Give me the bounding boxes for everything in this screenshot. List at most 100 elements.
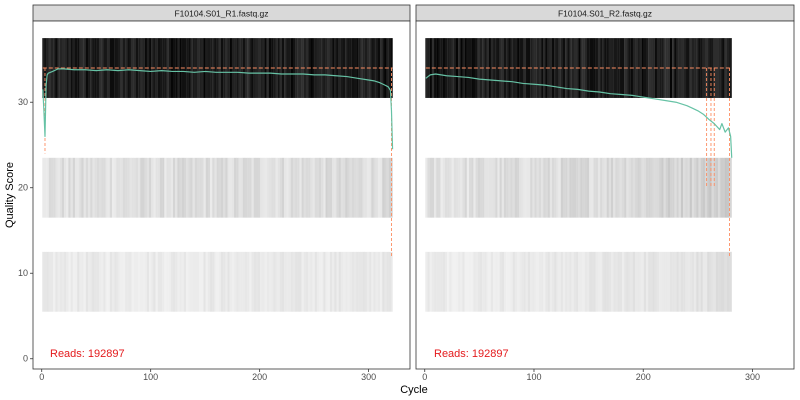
heat-band-cell: [253, 157, 256, 218]
heat-band-cell: [722, 157, 725, 218]
heat-band-cell: [685, 251, 688, 312]
heat-band-cell: [731, 157, 732, 218]
heat-band-cell: [310, 38, 313, 98]
heat-band-cell: [303, 251, 307, 312]
heat-band-cell: [619, 157, 623, 218]
heat-band-cell: [558, 251, 561, 312]
heat-band-cell: [214, 251, 217, 312]
heat-band-cell: [190, 251, 193, 312]
heat-band-cell: [168, 251, 171, 312]
heat-band-cell: [310, 251, 313, 312]
heat-band-cell: [203, 38, 206, 98]
heat-band-cell: [98, 157, 102, 218]
heat-band-cell: [604, 251, 607, 312]
heat-band-cell: [271, 157, 274, 218]
heat-band-cell: [103, 251, 106, 312]
heat-band-cell: [484, 157, 487, 218]
heat-band-cell: [525, 38, 529, 98]
heat-band-cell: [508, 38, 511, 98]
heat-band-cell: [140, 157, 143, 218]
heat-band-cell: [388, 38, 392, 98]
heat-band-cell: [382, 157, 385, 218]
heat-band-cell: [340, 157, 344, 218]
heat-band-cell: [166, 38, 169, 98]
heat-band-cell: [144, 157, 148, 218]
heat-band-cell: [565, 251, 568, 312]
heat-band-cell: [68, 251, 71, 312]
heat-band-cell: [122, 157, 126, 218]
heat-band-cell: [447, 38, 450, 98]
heat-band-cell: [42, 251, 45, 312]
heat-band-cell: [541, 157, 544, 218]
heat-band-cell: [554, 157, 557, 218]
heat-band-cell: [170, 251, 174, 312]
heat-band-cell: [155, 38, 158, 98]
heat-band-cell: [220, 38, 224, 98]
heat-band-cell: [61, 251, 65, 312]
heat-band-cell: [702, 157, 706, 218]
heat-band-cell: [131, 251, 134, 312]
heat-band-cell: [438, 251, 441, 312]
heat-band-cell: [327, 251, 331, 312]
heat-band-cell: [207, 251, 211, 312]
heat-band-cell: [316, 38, 320, 98]
heat-band-cell: [488, 157, 491, 218]
heat-band-cell: [628, 157, 631, 218]
heat-band-cell: [613, 157, 616, 218]
heat-band-cell: [698, 157, 701, 218]
heat-band-cell: [532, 157, 535, 218]
heat-band-cell: [366, 251, 370, 312]
heat-band-cell: [81, 157, 84, 218]
heat-band-cell: [116, 157, 119, 218]
heat-band-cell: [101, 38, 104, 98]
heat-band-cell: [305, 251, 309, 312]
heat-band-cell: [61, 157, 65, 218]
x-tick-label: 300: [361, 372, 376, 382]
heat-band-cell: [327, 38, 331, 98]
heat-band-cell: [101, 157, 104, 218]
heat-band-cell: [380, 157, 383, 218]
heat-band-cell: [571, 157, 575, 218]
heat-band-cell: [471, 157, 474, 218]
heat-band-cell: [659, 157, 662, 218]
heat-band-cell: [301, 251, 304, 312]
heat-band-cell: [665, 251, 668, 312]
heat-band-cell: [146, 251, 150, 312]
heat-band-cell: [477, 251, 481, 312]
heat-band-cell: [672, 157, 675, 218]
heat-band-cell: [255, 251, 259, 312]
heat-band-cell: [709, 157, 712, 218]
heat-band-cell: [694, 38, 697, 98]
heat-band-cell: [567, 251, 570, 312]
heat-band-cell: [85, 157, 89, 218]
y-tick-label: 0: [23, 354, 28, 364]
heat-band-cell: [661, 157, 664, 218]
heat-band-cell: [711, 38, 714, 98]
heat-band-cell: [453, 38, 457, 98]
heat-band-cell: [373, 251, 376, 312]
heat-band-cell: [286, 38, 289, 98]
heat-band-cell: [290, 251, 294, 312]
heat-band-cell: [277, 157, 280, 218]
heat-band-cell: [482, 157, 485, 218]
heat-band-cell: [593, 157, 596, 218]
heat-band-cell: [338, 157, 341, 218]
heat-band-cell: [431, 251, 435, 312]
heat-band-cell: [464, 157, 467, 218]
heat-band-cell: [244, 251, 248, 312]
heat-band-cell: [674, 251, 677, 312]
heat-band-cell: [238, 157, 241, 218]
heat-band-cell: [497, 251, 500, 312]
heat-band-cell: [495, 251, 498, 312]
heat-band-cell: [440, 157, 443, 218]
heat-band-cell: [135, 251, 139, 312]
heat-band-cell: [565, 157, 568, 218]
heat-band-cell: [667, 157, 671, 218]
heat-band-cell: [105, 157, 108, 218]
heat-band-cell: [164, 157, 167, 218]
heat-band-cell: [351, 251, 355, 312]
heat-band-cell: [600, 157, 603, 218]
heat-band-cell: [66, 251, 69, 312]
heat-band-cell: [558, 157, 561, 218]
